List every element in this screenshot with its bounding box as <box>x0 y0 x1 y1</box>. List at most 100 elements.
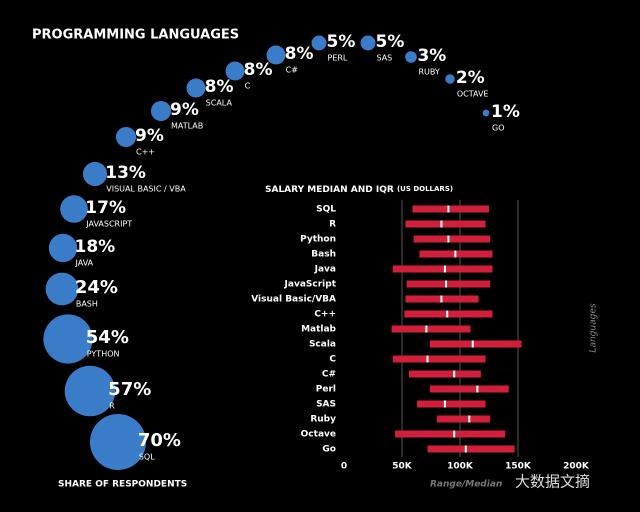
value-label: 8% <box>244 60 273 80</box>
y-tick-label: C <box>329 355 336 365</box>
iqr-bar <box>406 280 491 288</box>
iqr-bar <box>405 220 486 228</box>
category-label: BASH <box>76 300 98 309</box>
bubble <box>89 413 147 471</box>
bubble <box>225 61 245 81</box>
median-tick <box>453 370 456 378</box>
category-label: JAVA <box>75 259 94 268</box>
value-label: 5% <box>326 32 355 52</box>
category-label: PYTHON <box>87 350 120 359</box>
y-tick-label: C# <box>322 370 336 380</box>
chart-title: SALARY MEDIAN AND IQR (US DOLLARS) <box>265 185 453 195</box>
category-label: SAS <box>376 54 392 63</box>
median-tick <box>443 400 446 408</box>
category-label: GO <box>492 124 505 133</box>
bubble <box>43 314 93 364</box>
y-tick-label: Scala <box>309 340 336 350</box>
median-tick <box>445 280 448 288</box>
y-tick-label: SQL <box>316 205 336 215</box>
iqr-bar <box>429 340 522 348</box>
bubble <box>115 126 137 148</box>
median-tick <box>468 415 471 423</box>
bubble <box>186 78 206 98</box>
value-label: 9% <box>135 126 164 146</box>
y-tick-label: SAS <box>316 400 336 410</box>
iqr-bar <box>436 415 491 423</box>
value-label: 57% <box>108 379 151 400</box>
value-label: 5% <box>375 32 404 52</box>
median-tick <box>464 445 467 453</box>
bubble <box>405 51 417 63</box>
iqr-bar <box>413 235 491 243</box>
category-label: OCTAVE <box>457 90 489 99</box>
iqr-bar <box>392 265 493 273</box>
iqr-bar <box>391 325 471 333</box>
y-tick-label: Java <box>314 265 336 275</box>
y-tick-label: R <box>329 220 336 230</box>
bubble <box>82 161 108 187</box>
value-label: 54% <box>86 327 129 348</box>
value-label: 1% <box>491 102 520 122</box>
iqr-bar <box>408 370 481 378</box>
category-label: SQL <box>139 453 155 462</box>
iqr-bar <box>412 205 489 213</box>
y-tick-label: Perl <box>316 385 336 395</box>
iqr-bar <box>392 355 486 363</box>
x-tick-label: 0 <box>341 462 347 472</box>
bubble <box>266 45 286 65</box>
iqr-bar <box>417 400 486 408</box>
y-axis-label: Languages <box>589 303 599 352</box>
y-tick-label: Bash <box>311 250 336 260</box>
bubble <box>60 195 88 223</box>
category-label: MATLAB <box>171 122 203 131</box>
median-tick <box>440 220 443 228</box>
bubble <box>311 35 327 51</box>
chart-title: PROGRAMMING LANGUAGES <box>32 28 239 43</box>
bubble <box>445 74 455 84</box>
bubble <box>48 233 78 263</box>
value-label: 70% <box>138 430 181 451</box>
median-tick <box>440 295 443 303</box>
iqr-bar <box>395 430 506 438</box>
median-tick <box>446 310 449 318</box>
y-tick-label: C++ <box>314 310 336 320</box>
value-label: 3% <box>417 46 446 66</box>
category-label: SCALA <box>206 99 233 108</box>
y-tick-label: Ruby <box>310 415 336 425</box>
median-tick <box>426 355 429 363</box>
value-label: 13% <box>105 163 146 183</box>
category-label: VISUAL BASIC / VBA <box>106 185 186 194</box>
median-tick <box>454 250 457 258</box>
subtitle: (US DOLLARS) <box>397 185 453 193</box>
value-label: 24% <box>75 277 118 298</box>
median-tick <box>447 205 450 213</box>
x-tick-label: 100K <box>447 462 474 472</box>
category-label: RUBY <box>418 68 439 77</box>
median-tick <box>471 340 474 348</box>
bubble <box>482 109 490 117</box>
median-tick <box>453 430 456 438</box>
category-label: JAVASCRIPT <box>85 220 132 229</box>
value-label: 2% <box>456 68 485 88</box>
median-tick <box>447 235 450 243</box>
category-label: C <box>245 82 251 91</box>
y-tick-label: Matlab <box>301 325 336 335</box>
y-tick-label: Octave <box>301 430 336 440</box>
category-label: C++ <box>136 148 155 157</box>
x-tick-label: 200K <box>563 462 590 472</box>
median-tick <box>425 325 428 333</box>
watermark: 大数据文摘 <box>515 473 590 491</box>
bubble <box>45 272 79 306</box>
median-tick <box>443 265 446 273</box>
category-label: C# <box>286 66 299 75</box>
iqr-bar <box>404 310 493 318</box>
y-tick-label: Python <box>300 235 336 245</box>
x-axis-label: SHARE OF RESPONDENTS <box>58 480 187 490</box>
x-tick-label: 50K <box>392 462 413 472</box>
value-label: 8% <box>285 44 314 64</box>
bubble <box>360 35 376 51</box>
iqr-bar <box>427 445 515 453</box>
y-tick-label: Go <box>322 445 336 455</box>
x-tick-label: 150K <box>505 462 532 472</box>
